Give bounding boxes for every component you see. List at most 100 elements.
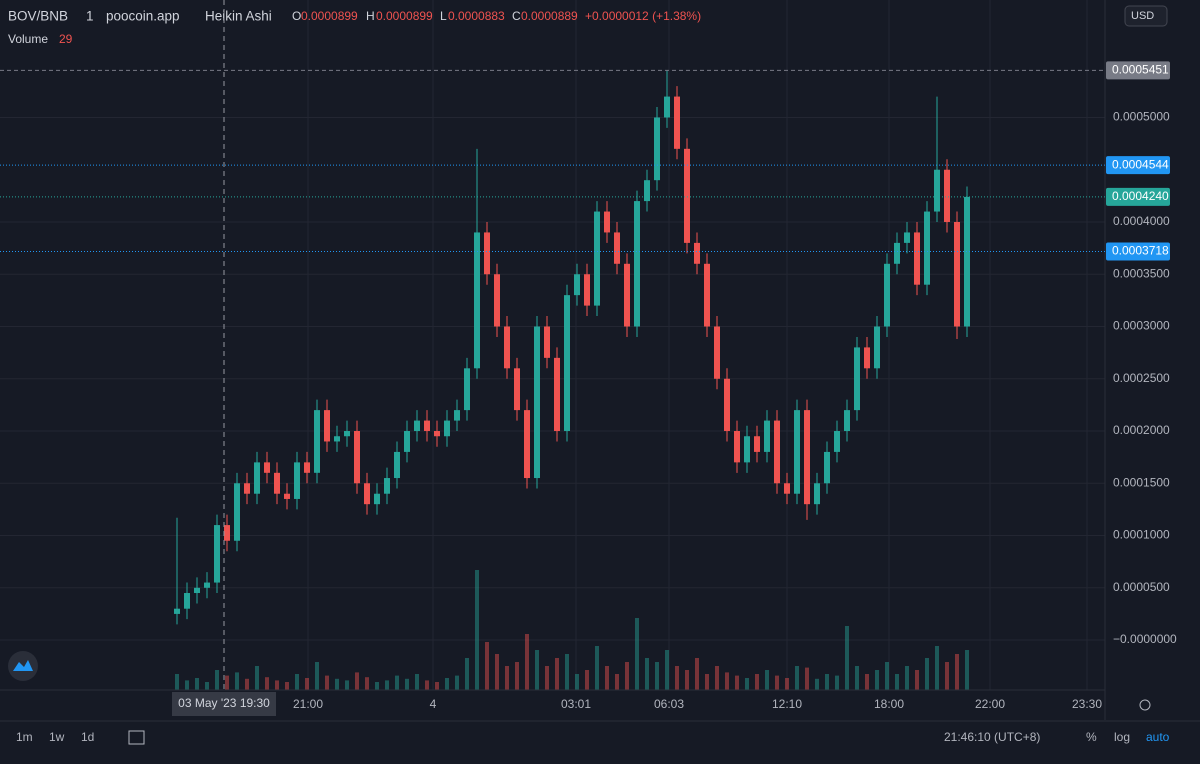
range-button[interactable]: 1w: [49, 730, 65, 744]
candle-body: [334, 436, 340, 442]
volume-bar: [825, 674, 829, 690]
volume-bar: [685, 670, 689, 690]
candle-body: [304, 462, 310, 473]
candle-body: [384, 478, 390, 494]
candle-body: [744, 436, 750, 463]
candle-body: [944, 169, 950, 222]
volume-bar: [735, 675, 739, 690]
volume-bar: [595, 646, 599, 690]
auto-button[interactable]: auto: [1146, 730, 1170, 744]
volume-bar: [695, 658, 699, 690]
settings-icon[interactable]: [1139, 699, 1151, 711]
candle-body: [954, 221, 960, 327]
volume-bar: [705, 674, 709, 690]
percent-button[interactable]: %: [1086, 730, 1097, 744]
volume-bar: [305, 678, 309, 690]
price-label: 0.0005451: [1112, 63, 1169, 77]
volume-bar: [345, 680, 349, 690]
volume-bar: [465, 658, 469, 690]
volume-bar: [415, 674, 419, 690]
y-tick-label: 0.0001000: [1113, 528, 1170, 542]
candle-body: [584, 274, 590, 306]
volume-bar: [775, 675, 779, 690]
candle-body: [784, 483, 790, 494]
volume-bar: [655, 662, 659, 690]
candle-body: [184, 593, 190, 609]
candle-body: [324, 410, 330, 442]
volume-bar: [195, 678, 199, 690]
candle-body: [394, 451, 400, 479]
change: +0.0000012 (+1.38%): [585, 9, 701, 23]
volume-bar: [375, 682, 379, 690]
candle-body: [274, 472, 280, 494]
volume-bar: [395, 675, 399, 690]
volume-bar: [835, 675, 839, 690]
candle-body: [534, 326, 540, 479]
candle-body: [434, 431, 440, 437]
x-tick-label: 03:01: [561, 697, 591, 711]
source: poocoin.app: [106, 9, 180, 24]
candle-body: [464, 368, 470, 411]
volume-bar: [265, 677, 269, 690]
clock: 21:46:10 (UTC+8): [944, 730, 1040, 744]
volume-bar: [865, 674, 869, 690]
ohlc-key: C: [512, 9, 521, 23]
volume-bar: [675, 666, 679, 690]
currency[interactable]: USD: [1131, 10, 1154, 22]
volume-bar: [315, 662, 319, 690]
candle-body: [214, 525, 220, 583]
log-button[interactable]: log: [1114, 730, 1130, 744]
crosshair-label-bg: [172, 692, 276, 716]
volume-bar: [525, 634, 529, 690]
volume-bar: [385, 680, 389, 690]
candle-body: [834, 431, 840, 452]
logo-icon: [13, 660, 33, 671]
volume-bar: [505, 666, 509, 690]
volume-bar: [715, 666, 719, 690]
volume-bar: [795, 666, 799, 690]
volume-bar: [615, 674, 619, 690]
price-label-bg: [1106, 242, 1170, 261]
candle-body: [854, 347, 860, 411]
range-button[interactable]: 1d: [81, 730, 94, 744]
candle-body: [964, 196, 970, 327]
candle-body: [264, 462, 270, 473]
candle-body: [694, 242, 700, 264]
volume-bar: [905, 666, 909, 690]
volume-bar: [575, 674, 579, 690]
candle-body: [294, 462, 300, 499]
candle-body: [674, 96, 680, 149]
candle-body: [844, 410, 850, 432]
ohlc-key: H: [366, 9, 375, 23]
candle-body: [244, 483, 250, 494]
ohlc-key: L: [440, 9, 447, 23]
range-button[interactable]: 1m: [16, 730, 33, 744]
volume-bar: [565, 654, 569, 690]
x-tick-label: 4: [430, 697, 437, 711]
volume-bar: [605, 666, 609, 690]
volume-bar: [665, 650, 669, 690]
volume-bar: [955, 654, 959, 690]
candle-body: [454, 410, 460, 421]
ohlc-value: 0.0000883: [448, 9, 505, 23]
volume-bar: [645, 658, 649, 690]
candle-body: [254, 462, 260, 494]
price-label: 0.0004240: [1112, 189, 1169, 203]
volume-bar: [325, 675, 329, 690]
volume-bar: [245, 678, 249, 690]
volume-bar: [515, 662, 519, 690]
candle-body: [484, 232, 490, 275]
volume-bar: [355, 672, 359, 690]
candle-body: [874, 326, 880, 369]
y-tick-label: 0.0001500: [1113, 475, 1170, 489]
currency-select[interactable]: [1124, 5, 1168, 27]
date-range-icon[interactable]: [128, 730, 145, 745]
volume-bar: [185, 680, 189, 690]
volume-bar: [635, 618, 639, 690]
price-label-bg: [1106, 156, 1170, 175]
y-tick-label: 0.0003000: [1113, 319, 1170, 333]
candle-body: [774, 420, 780, 484]
volume-bar: [495, 654, 499, 690]
candle-body: [354, 431, 360, 484]
ohlc-value: 0.0000899: [376, 9, 433, 23]
